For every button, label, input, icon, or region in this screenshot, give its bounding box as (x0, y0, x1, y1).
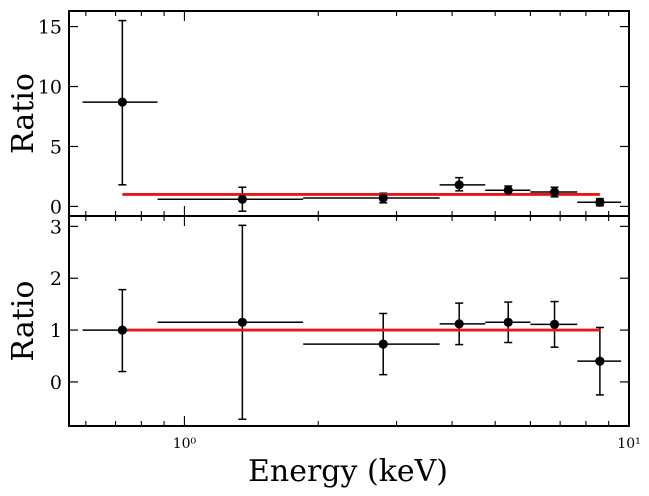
bottom-ytick-label: 1 (50, 320, 62, 342)
bottom-data-point (549, 319, 560, 329)
x-axis-label: Energy (keV) (248, 454, 448, 489)
bottom-plot-frame (68, 215, 630, 427)
top-data-point (503, 185, 513, 195)
bottom-data-point (237, 317, 247, 327)
top-ytick-label: 0 (50, 196, 62, 218)
top-data-point (595, 197, 605, 207)
bottom-data-point (595, 356, 605, 366)
x-tick-label: 10⁰ (173, 436, 197, 452)
bottom-panel: 0 1 2 3 Ratio 10⁰ 10¹ (6, 215, 641, 452)
x-tick-label: 10¹ (617, 436, 640, 452)
bottom-ytick-label: 2 (50, 268, 62, 290)
bottom-data-point (454, 319, 464, 329)
bottom-ytick-label: 0 (50, 372, 62, 394)
top-y-axis-label: Ratio (6, 73, 41, 154)
top-panel: 0 5 10 15 Ratio (6, 10, 630, 218)
top-data-point (117, 97, 127, 107)
top-ytick-label: 10 (38, 77, 62, 99)
top-data-point (237, 194, 247, 204)
top-data-point (549, 187, 560, 197)
bottom-data-point (378, 339, 388, 349)
bottom-ytick-label: 3 (50, 216, 62, 238)
bottom-y-axis-label: Ratio (6, 281, 41, 362)
top-plot-frame (68, 10, 630, 217)
top-data-point (378, 193, 388, 203)
top-ytick-label: 5 (50, 136, 62, 158)
top-data-point (454, 180, 464, 190)
bottom-data-point (503, 317, 513, 327)
top-ytick-label: 15 (38, 17, 62, 39)
bottom-data-point (117, 325, 127, 335)
